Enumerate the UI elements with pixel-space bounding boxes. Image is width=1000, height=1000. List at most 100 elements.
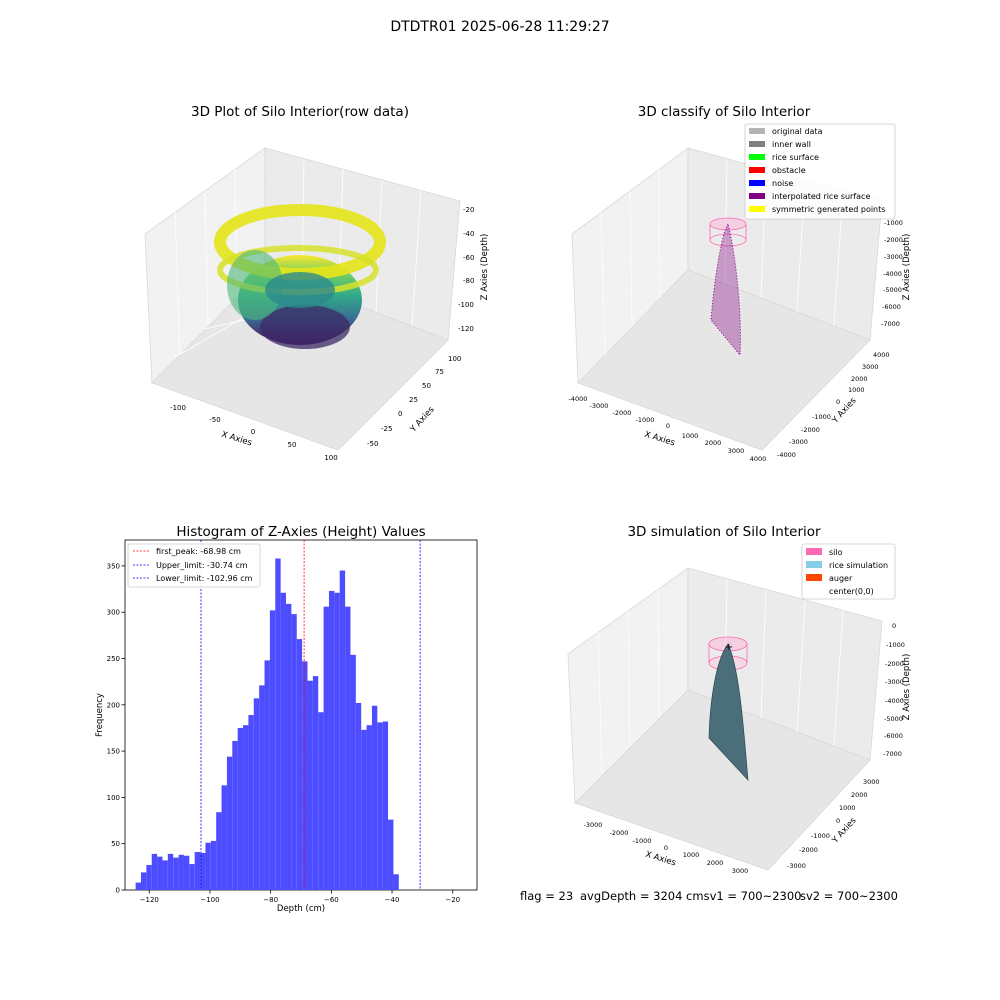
classify-y-tick: -2000	[801, 426, 820, 434]
simulation-z-tick: -3000	[885, 678, 904, 686]
histogram-bar	[269, 610, 276, 890]
classify-y-axis-label: Y Axies	[830, 395, 859, 426]
raw-z-axis-label: Z Axies (Depth)	[480, 234, 490, 301]
classify-interpolated-surface-points	[710, 222, 741, 357]
simulation-x-tick: 1000	[683, 851, 700, 859]
histogram-bar	[210, 840, 217, 890]
y-tick-label: 250	[107, 655, 120, 663]
simulation-y-tick: 3000	[863, 778, 880, 786]
raw-point-cloud	[214, 204, 386, 349]
classify-x-tick: 4000	[750, 455, 767, 463]
histogram-bar	[312, 676, 319, 890]
histogram-bar	[189, 864, 195, 890]
raw-y-tick: 25	[409, 396, 418, 404]
classify-x-tick: 2000	[705, 439, 722, 447]
x-tick-label: −20	[445, 896, 460, 904]
histogram-bar	[361, 729, 367, 890]
classify-y-tick: -3000	[789, 438, 808, 446]
histogram-bar	[173, 857, 179, 890]
classify-x-tick: 0	[666, 422, 670, 430]
simulation-z-tick: -5000	[884, 715, 903, 723]
classify-x-tick: 1000	[682, 432, 699, 440]
simulation-z-ticks: 0 -1000 -2000 -3000 -4000 -5000 -6000 -7…	[883, 622, 905, 758]
classify-y-tick: 1000	[848, 386, 865, 394]
raw-z-tick: -60	[463, 254, 474, 262]
classify-x-ticks: -4000 -3000 -2000 -1000 0 1000 2000 3000…	[569, 395, 767, 463]
classify-legend-label: rice surface	[772, 153, 819, 162]
histogram-bar	[280, 592, 287, 890]
histogram-bar	[286, 603, 292, 890]
x-tick-label: −80	[263, 896, 278, 904]
histogram-legend-label: Upper_limit: -30.74 cm	[156, 561, 248, 570]
classify-y-tick: 4000	[873, 351, 890, 359]
raw-y-ticks: -50 -25 0 25 50 75 100	[367, 355, 461, 448]
classify-legend-swatch	[749, 206, 765, 212]
histogram-bar	[318, 712, 324, 890]
simulation-legend-swatch	[806, 561, 822, 568]
histogram-bar	[157, 856, 163, 890]
raw-z-tick: -20	[463, 206, 474, 214]
sv2-status-text: sv2 = 700~2300	[800, 889, 898, 903]
histogram-bar	[178, 854, 184, 890]
simulation-x-tick: -3000	[584, 821, 603, 829]
simulation-z-tick: 0	[892, 622, 896, 630]
figure-suptitle: DTDTR01 2025-06-28 11:29:27	[390, 19, 609, 35]
histogram-bar	[328, 590, 335, 890]
histogram-bar	[291, 614, 297, 890]
y-tick-label: 50	[111, 840, 120, 848]
classify-y-tick: 0	[836, 398, 840, 406]
classify-legend-swatch	[749, 180, 765, 186]
classify-y-tick: 3000	[862, 363, 879, 371]
histogram-bar	[200, 852, 206, 890]
simulation-y-tick: 1000	[839, 804, 856, 812]
histogram-bar	[371, 705, 378, 890]
simulation-z-tick: -2000	[885, 660, 904, 668]
classify-x-tick: -1000	[636, 416, 655, 424]
simulation-y-tick: 0	[836, 817, 840, 825]
histogram-bar	[216, 812, 222, 890]
simulation-legend-box	[801, 543, 896, 600]
histogram-legend-box	[127, 543, 261, 588]
histogram-bar	[334, 592, 340, 890]
classify-legend-label: noise	[772, 179, 793, 188]
simulation-z-tick: -1000	[886, 641, 905, 649]
classify-legend-label: original data	[772, 127, 823, 136]
classify-z-tick: -7000	[881, 320, 900, 328]
classify-legend: original data inner wall rice surface ob…	[744, 123, 896, 220]
histogram-bar	[275, 558, 281, 890]
classify-x-axis-label: X Axies	[643, 430, 676, 449]
x-tick-label: −60	[324, 896, 339, 904]
simulation-z-axis-label: Z Axies (Depth)	[902, 654, 912, 721]
simulation-y-tick: 2000	[851, 791, 868, 799]
classify-y-tick: -4000	[777, 451, 796, 459]
classify-legend-swatch	[749, 141, 765, 147]
simulation-legend-label: auger	[829, 574, 853, 583]
histogram-bar	[388, 819, 394, 890]
simulation-legend-swatch	[806, 548, 822, 555]
simulation-3d-panel: 3D simulation of Silo Interior + silo ri…	[567, 524, 912, 875]
simulation-x-tick: -1000	[633, 837, 652, 845]
histogram-bar	[350, 654, 356, 890]
simulation-legend-label: rice simulation	[829, 561, 888, 570]
simulation-y-tick: -2000	[799, 846, 818, 854]
histogram-bar	[232, 740, 238, 890]
histogram-bar	[151, 853, 158, 890]
raw-x-tick: 50	[288, 441, 297, 449]
histogram-bar	[296, 639, 303, 890]
x-tick-label: −40	[385, 896, 400, 904]
raw-panel-title: 3D Plot of Silo Interior(row data)	[191, 104, 409, 120]
classify-z-tick: -4000	[883, 270, 902, 278]
classify-z-tick: -2000	[884, 236, 903, 244]
flag-status-text: flag = 23	[520, 889, 573, 903]
simulation-x-tick: 3000	[732, 867, 749, 875]
simulation-z-tick: -7000	[883, 750, 902, 758]
histogram-bar	[221, 785, 227, 890]
histogram-bar	[146, 865, 152, 890]
histogram-bar	[194, 852, 201, 890]
classify-y-ticks: -4000 -3000 -2000 -1000 0 1000 2000 3000…	[777, 351, 890, 459]
classify-legend-label: symmetric generated points	[772, 205, 885, 214]
classify-legend-swatch	[749, 167, 765, 173]
raw-z-tick: -40	[463, 230, 474, 238]
raw-x-tick: 0	[251, 428, 255, 436]
